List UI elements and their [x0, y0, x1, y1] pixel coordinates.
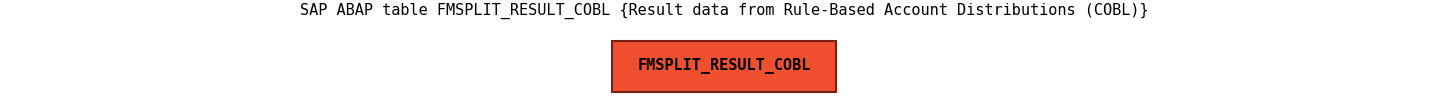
Text: FMSPLIT_RESULT_COBL: FMSPLIT_RESULT_COBL [637, 58, 811, 74]
Text: SAP ABAP table FMSPLIT_RESULT_COBL {Result data from Rule-Based Account Distribu: SAP ABAP table FMSPLIT_RESULT_COBL {Resu… [300, 3, 1148, 19]
FancyBboxPatch shape [611, 41, 837, 92]
